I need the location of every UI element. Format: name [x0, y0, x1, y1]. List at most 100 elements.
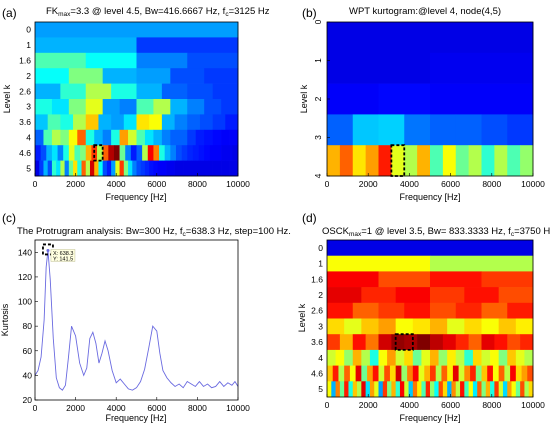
heatmap-cell: [149, 114, 163, 131]
heatmap-cell: [352, 349, 362, 366]
heatmap-cell: [212, 129, 222, 146]
panel-a-title: FKmax=3.3 @ level 4.5, Bw=416.6667 Hz, f…: [46, 6, 270, 18]
heatmap-cell: [430, 287, 465, 304]
heatmap-cell: [352, 114, 379, 146]
heatmap-cell: [472, 381, 478, 398]
heatmap-cell: [132, 160, 137, 177]
heatmap-cell: [421, 381, 427, 398]
y-axis-label-d: Level k: [297, 303, 307, 332]
heatmap-cell: [507, 145, 521, 177]
heatmap-cell: [153, 129, 163, 146]
heatmap-cell: [430, 381, 435, 398]
heatmap-cell: [430, 349, 439, 366]
x-tick-label: 10000: [521, 400, 545, 410]
heatmap-cell: [464, 365, 471, 382]
peak-marker: [46, 248, 50, 252]
axes-frame-c: [34, 239, 239, 401]
y-tick-label: 1: [313, 58, 323, 63]
heatmap-cell: [490, 381, 495, 398]
plot-area-c: [35, 240, 238, 400]
heatmap-cell: [94, 160, 99, 177]
heatmap-cell: [378, 381, 384, 398]
x-axis-label-b: Frequency [Hz]: [399, 192, 460, 202]
y-ticks-c: 20 40 60 80 100 120 140: [18, 247, 38, 405]
heatmap-cell: [187, 145, 194, 161]
x-ticks-d: 0 2000 4000 6000 8000 10000: [325, 394, 545, 410]
heatmap-cell: [382, 381, 388, 398]
heatmap-cell: [102, 99, 120, 115]
x-ticks-a: 0 2000 4000 6000 8000 10000: [33, 173, 250, 189]
heatmap-cell: [387, 381, 392, 398]
heatmap-cell: [395, 365, 402, 382]
y-tick-label: 40: [23, 370, 33, 380]
heatmap-cell: [175, 145, 182, 161]
y-ticks-d: 0 1 1.6 2 2.6 3 3.6 4 4.6 5: [311, 243, 323, 394]
heatmap-cell: [35, 37, 137, 54]
heatmap-cell: [481, 83, 534, 115]
heatmap-cell: [115, 160, 120, 177]
heatmap-cell: [68, 68, 104, 84]
heatmap-cell: [136, 68, 171, 84]
x-ticks-b: 0 2000 4000 6000 8000 10000: [325, 173, 545, 189]
y-tick-label: 3: [318, 321, 323, 331]
y-tick-label: 4.6: [311, 368, 323, 378]
heatmap-cell: [361, 318, 379, 335]
heatmap-cell: [98, 114, 112, 131]
heatmap-cell: [417, 381, 422, 398]
heatmap-cell: [113, 145, 120, 161]
heatmap-cell: [430, 52, 534, 84]
heatmap-cell: [361, 381, 366, 398]
heatmap-cell: [85, 52, 137, 69]
heatmap-cell: [401, 365, 408, 382]
heatmap-cell: [441, 365, 448, 382]
heatmap-cell: [378, 145, 392, 177]
heatmap-cell: [57, 145, 64, 161]
heatmap-cell: [161, 160, 167, 177]
x-tick-label: 2000: [66, 179, 85, 189]
heatmap-cell: [119, 99, 137, 115]
heatmap-cell: [404, 349, 414, 366]
heatmap-cell: [352, 334, 366, 351]
heatmap-cell: [470, 365, 477, 382]
panel-d: (d) OSCKmax=1 @ level 3.5, Bw= 833.3333 …: [297, 211, 550, 423]
heatmap-cell: [391, 145, 405, 177]
heatmap-cell: [35, 68, 70, 84]
heatmap-cell: [452, 365, 459, 382]
heatmap-cell: [481, 318, 500, 335]
heatmap-cell: [111, 83, 137, 100]
heatmap-cell: [352, 302, 379, 319]
heatmap-cell: [481, 145, 495, 177]
heatmap-cell: [520, 145, 534, 177]
panel-d-title: OSCKmax=1 @ level 3.5, Bw= 833.3333 Hz, …: [322, 226, 550, 238]
heatmap-cell: [204, 99, 222, 115]
heatmap-cell: [477, 381, 482, 398]
heatmap-cell: [357, 381, 362, 398]
y-tick-label: 60: [23, 346, 33, 356]
heatmap-cell: [187, 52, 239, 69]
x-tick-label: 8000: [482, 400, 501, 410]
heatmap-cell: [136, 160, 142, 177]
heatmap-cell: [339, 334, 354, 351]
heatmap-cell: [378, 349, 388, 366]
heatmap-cell: [344, 365, 351, 382]
heatmap-cell: [140, 160, 146, 177]
heatmap-cell: [327, 145, 341, 177]
heatmap-cell: [481, 271, 534, 288]
y-tick-label: 3.6: [311, 337, 323, 347]
heatmap-cell: [367, 365, 374, 382]
heatmap-cell: [102, 68, 137, 84]
heatmap-cell: [111, 114, 125, 131]
heatmap-cell: [455, 334, 469, 351]
heatmap-cell: [144, 160, 150, 177]
heatmap-cell: [348, 381, 354, 398]
heatmap-cell: [344, 318, 362, 335]
x-tick-label: 6000: [147, 403, 166, 413]
heatmap-cell: [338, 365, 345, 382]
heatmap-cell: [511, 381, 517, 398]
heatmap-cell: [430, 334, 444, 351]
heatmap-cell: [412, 318, 431, 335]
heatmap-cell: [35, 129, 44, 146]
x-tick-label: 4000: [107, 179, 126, 189]
heatmap-cell: [47, 160, 53, 177]
heatmap-cell: [68, 145, 75, 161]
